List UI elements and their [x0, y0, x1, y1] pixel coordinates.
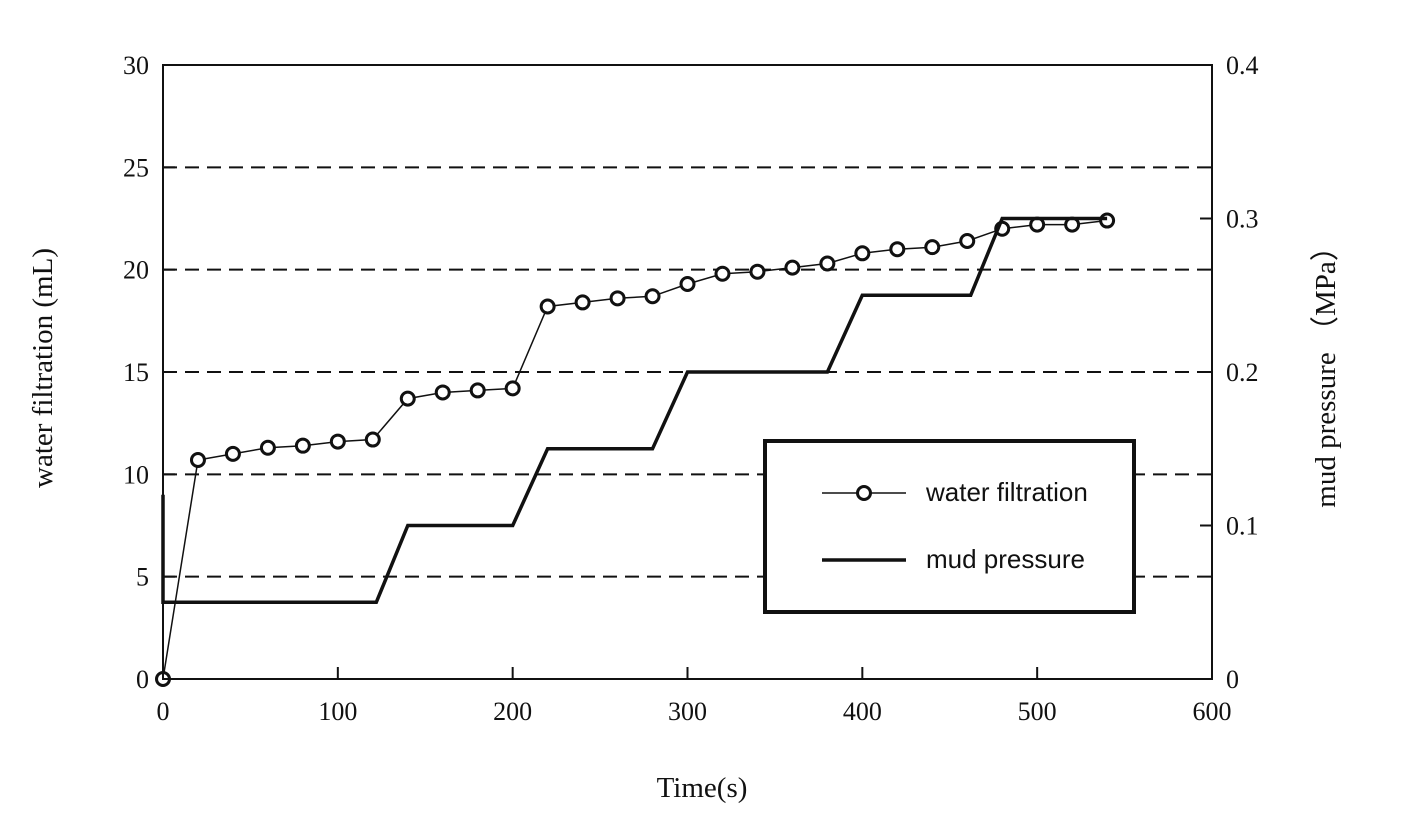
x-tick-label: 300	[668, 697, 707, 726]
data-point-water-filtration	[189, 452, 206, 469]
data-point-water-filtration	[644, 288, 661, 305]
y-axis-title: water filtration (mL)	[27, 248, 59, 488]
y-tick-label: 25	[123, 153, 149, 182]
legend: water filtration mud pressure	[763, 439, 1136, 614]
data-point-water-filtration	[364, 431, 381, 448]
legend-label-water-filtration: water filtration	[925, 477, 1088, 507]
data-point-water-filtration	[889, 241, 906, 258]
x-tick-label: 500	[1018, 697, 1057, 726]
y-tick-label: 15	[123, 358, 149, 387]
data-point-water-filtration	[259, 439, 276, 456]
x-tick-label: 400	[843, 697, 882, 726]
y-tick-label: 5	[136, 563, 149, 592]
data-point-water-filtration	[784, 259, 801, 276]
series-layer	[155, 212, 1116, 687]
data-point-water-filtration	[959, 233, 976, 250]
y-tick-label: 30	[123, 51, 149, 80]
series-line-water-filtration	[162, 219, 1108, 680]
y2-tick-label: 0.1	[1226, 512, 1259, 541]
data-point-water-filtration	[434, 384, 451, 401]
data-point-water-filtration	[574, 294, 591, 311]
y2-tick-label: 0.2	[1226, 358, 1259, 387]
data-point-water-filtration	[1099, 212, 1116, 229]
data-point-water-filtration	[399, 390, 416, 407]
x-tick-label: 200	[493, 697, 532, 726]
data-point-water-filtration	[679, 275, 696, 292]
axis-ticks: 0 100 200 300 400 500 60005101520253000.10.20.…	[123, 51, 1259, 726]
data-point-water-filtration	[224, 445, 241, 462]
y2-tick-label: 0	[1226, 665, 1239, 694]
x-tick-label: 600	[1193, 697, 1232, 726]
data-point-water-filtration	[749, 263, 766, 280]
data-point-water-filtration	[854, 245, 871, 262]
y-tick-label: 10	[123, 460, 149, 489]
series-line-mud-pressure	[161, 216, 1108, 605]
data-point-water-filtration	[504, 380, 521, 397]
y2-tick-label: 0.3	[1226, 205, 1259, 234]
x-tick-label: 0	[157, 697, 170, 726]
y-tick-label: 20	[123, 256, 149, 285]
data-point-water-filtration	[539, 298, 556, 315]
x-axis-title: Time(s)	[657, 772, 748, 804]
y2-tick-label: 0.4	[1226, 51, 1259, 80]
data-point-water-filtration	[329, 433, 346, 450]
y2-axis-title: mud pressure （MPa）	[1310, 232, 1342, 507]
data-point-water-filtration	[469, 382, 486, 399]
data-point-water-filtration	[294, 437, 311, 454]
data-point-water-filtration	[924, 239, 941, 256]
data-point-water-filtration	[609, 290, 626, 307]
legend-circle-icon	[856, 485, 872, 501]
x-tick-label: 100	[318, 697, 357, 726]
data-point-water-filtration	[819, 255, 836, 272]
legend-label-mud-pressure: mud pressure	[926, 544, 1085, 574]
data-point-water-filtration	[714, 265, 731, 282]
y-tick-label: 0	[136, 665, 149, 694]
legend-box	[763, 439, 1136, 614]
